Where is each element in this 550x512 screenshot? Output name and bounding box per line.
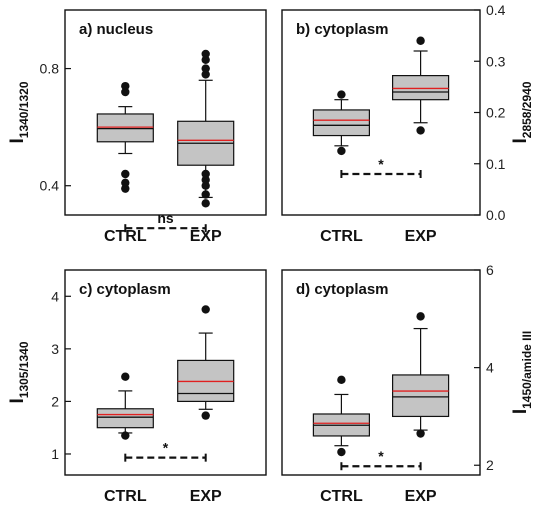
- box-ctrl: [312, 90, 370, 156]
- outlier-point: [121, 81, 130, 91]
- panel-title: d) cytoplasm: [296, 281, 389, 298]
- outlier-point: [121, 178, 130, 187]
- outlier-point: [416, 312, 425, 321]
- outlier-point: [416, 126, 425, 135]
- y-tick-label: 4: [51, 288, 59, 304]
- category-label: CTRL: [104, 228, 147, 245]
- outlier-point: [337, 90, 346, 99]
- box-iqr: [96, 408, 154, 429]
- outlier-point: [201, 49, 210, 59]
- outlier-point: [121, 169, 130, 179]
- outlier-point: [337, 375, 346, 385]
- outlier-point: [416, 36, 425, 45]
- y-tick-label: 2: [51, 393, 59, 409]
- outlier-point: [121, 431, 130, 440]
- category-label: CTRL: [320, 488, 363, 505]
- y-axis-label: I1340/1320: [7, 81, 31, 143]
- plot-frame: [281, 269, 481, 476]
- outlier-point: [337, 447, 346, 457]
- y-tick-label: 3: [51, 341, 59, 357]
- box-iqr: [392, 374, 450, 418]
- y-tick-label: 4: [486, 360, 494, 376]
- panel-3: 1 2 3 4 c) cytoplasm I1305/1340 CTRL EXP *: [7, 269, 267, 505]
- plot-frame: [64, 269, 267, 476]
- outlier-point: [416, 429, 425, 438]
- box-iqr: [312, 109, 370, 137]
- y-tick-label: 0.0: [486, 207, 506, 223]
- outlier-point: [201, 181, 210, 190]
- category-label: EXP: [190, 488, 222, 505]
- category-label: EXP: [405, 228, 437, 245]
- y-tick-label: 0.4: [486, 2, 506, 18]
- y-axis-label-subscript: 1305/1340: [17, 341, 31, 398]
- y-tick-label: 0.1: [486, 156, 506, 172]
- outlier-point: [337, 146, 346, 156]
- category-label: EXP: [405, 488, 437, 505]
- significance-bracket: *: [124, 440, 207, 462]
- outlier-point: [201, 199, 210, 208]
- significance-label: ns: [157, 210, 174, 226]
- y-axis-label-subscript: 1450/amide III: [520, 331, 534, 409]
- panel-title: c) cytoplasm: [79, 281, 171, 298]
- outlier-point: [201, 305, 210, 314]
- category-label: CTRL: [104, 488, 147, 505]
- outlier-point: [201, 70, 210, 79]
- panel-1: 0.4 0.8 a) nucleus I1340/1320 CTRL EXP ns: [7, 9, 267, 245]
- outlier-point: [201, 64, 210, 73]
- y-tick-label: 0.2: [486, 105, 506, 121]
- outlier-point: [121, 184, 130, 193]
- y-axis-label: I1305/1340: [7, 341, 31, 403]
- significance-label: *: [378, 156, 384, 172]
- y-tick-label: 2: [486, 457, 494, 473]
- box-exp: [392, 36, 450, 135]
- box-iqr: [392, 74, 450, 101]
- significance-bracket: *: [340, 156, 422, 178]
- y-axis-label: I1450/amide III: [510, 331, 534, 414]
- outlier-point: [201, 169, 210, 179]
- y-axis-label-subscript: 1340/1320: [17, 81, 31, 138]
- box-iqr: [96, 113, 154, 143]
- outlier-point: [201, 411, 210, 420]
- outlier-point: [201, 175, 210, 185]
- y-tick-label: 0.8: [40, 61, 60, 77]
- panel-4: 2 4 6 d) cytoplasm I1450/amide III CTRL EXP *: [281, 262, 534, 505]
- box-exp: [392, 312, 450, 438]
- outlier-point: [121, 372, 130, 381]
- category-label: CTRL: [320, 228, 363, 245]
- y-tick-label: 6: [486, 262, 494, 278]
- outlier-point: [201, 190, 210, 199]
- box-ctrl: [312, 375, 370, 457]
- outlier-point: [201, 55, 210, 64]
- y-tick-label: 0.4: [40, 178, 60, 194]
- outlier-point: [121, 87, 130, 97]
- y-tick-label: 0.3: [486, 53, 506, 69]
- box-ctrl: [96, 81, 154, 193]
- panel-title: b) cytoplasm: [296, 21, 389, 38]
- category-label: EXP: [190, 228, 222, 245]
- y-tick-label: 1: [51, 446, 59, 462]
- panel-2: 0.0 0.1 0.2 0.3 0.4 b) cytoplasm I2858/2940 CTR…: [281, 2, 534, 245]
- significance-label: *: [378, 448, 384, 464]
- significance-bracket: *: [340, 448, 422, 471]
- y-axis-label-subscript: 2858/2940: [520, 81, 534, 138]
- panel-title: a) nucleus: [79, 21, 153, 38]
- significance-label: *: [163, 440, 169, 456]
- box-exp: [177, 305, 235, 420]
- plot-frame: [64, 9, 267, 216]
- box-ctrl: [96, 372, 154, 440]
- box-exp: [177, 49, 235, 208]
- significance-bracket: ns: [124, 210, 207, 233]
- plot-frame: [281, 9, 481, 216]
- y-axis-label: I2858/2940: [510, 81, 534, 143]
